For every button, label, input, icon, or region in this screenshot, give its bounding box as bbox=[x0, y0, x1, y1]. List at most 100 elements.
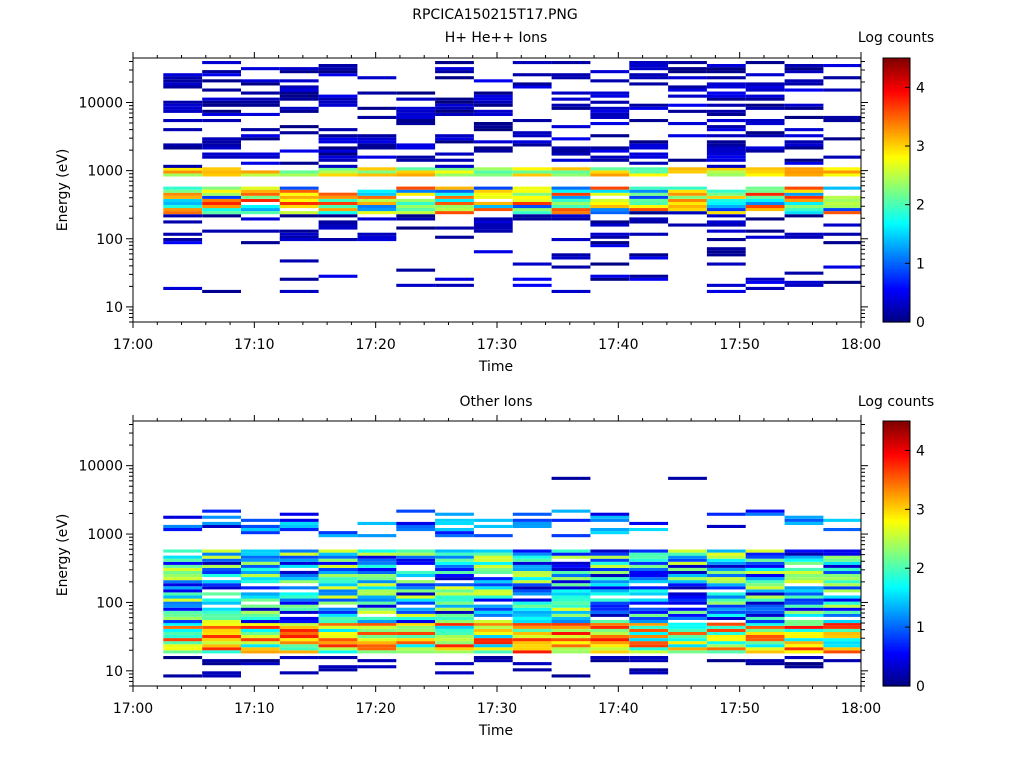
heatmap-cell bbox=[279, 201, 319, 205]
heatmap-cell bbox=[279, 650, 319, 654]
colorbar-segment bbox=[883, 165, 910, 169]
heatmap-cell bbox=[279, 229, 319, 233]
heatmap-cell bbox=[629, 570, 669, 574]
heatmap-cell bbox=[668, 552, 707, 556]
heatmap-cell bbox=[551, 592, 591, 596]
heatmap-cell bbox=[745, 574, 785, 578]
colorbar-segment bbox=[883, 564, 910, 568]
heatmap-cell bbox=[435, 647, 474, 651]
heatmap-cell bbox=[473, 622, 513, 626]
heatmap-cell bbox=[163, 628, 203, 632]
heatmap-cell bbox=[241, 205, 280, 209]
heatmap-cell bbox=[823, 88, 861, 92]
heatmap-cell bbox=[551, 561, 591, 565]
heatmap-cell bbox=[202, 564, 241, 568]
heatmap-cell bbox=[318, 564, 358, 568]
heatmap-cell bbox=[318, 208, 358, 212]
heatmap-cell bbox=[784, 518, 824, 522]
colorbar-segment bbox=[883, 181, 910, 184]
heatmap-cell bbox=[823, 586, 861, 590]
colorbar-segment bbox=[883, 542, 910, 546]
heatmap-cell bbox=[435, 198, 474, 202]
colorbar-segment bbox=[883, 599, 910, 603]
heatmap-cell bbox=[202, 103, 241, 107]
heatmap-cell bbox=[629, 549, 669, 553]
heatmap-cell bbox=[784, 115, 824, 119]
heatmap-cell bbox=[784, 552, 824, 556]
heatmap-cell bbox=[668, 549, 707, 553]
heatmap-cell bbox=[512, 574, 552, 578]
heatmap-cell bbox=[823, 598, 861, 602]
heatmap-cell bbox=[241, 134, 280, 138]
heatmap-cell bbox=[668, 583, 707, 587]
colorbar-segment bbox=[883, 214, 910, 217]
heatmap-cell bbox=[202, 198, 241, 202]
heatmap-cell bbox=[318, 616, 358, 620]
heatmap-cell bbox=[784, 128, 824, 132]
heatmap-cell bbox=[318, 205, 358, 209]
heatmap-cell bbox=[396, 641, 436, 645]
heatmap-cell bbox=[202, 155, 241, 159]
heatmap-cell bbox=[823, 223, 861, 227]
colorbar-segment bbox=[883, 595, 910, 599]
colorbar-segment bbox=[883, 102, 910, 105]
heatmap-cell bbox=[163, 119, 203, 123]
heatmap-cell bbox=[784, 631, 824, 635]
heatmap-cell bbox=[241, 628, 280, 632]
heatmap-cell bbox=[551, 97, 591, 101]
heatmap-cell bbox=[629, 195, 669, 199]
heatmap-cell bbox=[279, 232, 319, 236]
heatmap-cell bbox=[202, 631, 241, 635]
heatmap-cell bbox=[435, 662, 474, 666]
heatmap-cell bbox=[279, 635, 319, 639]
heatmap-cell bbox=[163, 613, 203, 617]
heatmap-cell bbox=[823, 167, 861, 171]
heatmap-cell bbox=[202, 73, 241, 77]
heatmap-cell bbox=[435, 570, 474, 574]
heatmap-cell bbox=[629, 610, 669, 614]
heatmap-cell bbox=[629, 616, 669, 620]
heatmap-cell bbox=[512, 561, 552, 565]
heatmap-cell bbox=[279, 131, 319, 135]
heatmap-cell bbox=[629, 598, 669, 602]
heatmap-cell bbox=[668, 103, 707, 107]
x-tick-label: 17:40 bbox=[598, 337, 638, 353]
heatmap-cell bbox=[784, 665, 824, 669]
heatmap-cell bbox=[396, 613, 436, 617]
heatmap-cell bbox=[241, 620, 280, 624]
heatmap-cell bbox=[551, 173, 591, 177]
heatmap-cell bbox=[241, 195, 280, 199]
heatmap-cell bbox=[629, 625, 669, 629]
heatmap-cell bbox=[279, 524, 319, 528]
heatmap-cell bbox=[473, 570, 513, 574]
heatmap-cell bbox=[241, 564, 280, 568]
heatmap-cell bbox=[745, 103, 785, 107]
colorbar-segment bbox=[883, 201, 910, 204]
heatmap-cell bbox=[745, 189, 785, 193]
heatmap-cell bbox=[706, 164, 746, 168]
heatmap-cell bbox=[435, 635, 474, 639]
heatmap-cell bbox=[590, 601, 630, 605]
colorbar-segment bbox=[883, 560, 910, 563]
heatmap-cell bbox=[745, 586, 785, 590]
heatmap-cell bbox=[745, 229, 785, 233]
heatmap-cell bbox=[512, 73, 552, 77]
heatmap-cell bbox=[435, 549, 474, 553]
heatmap-cell bbox=[279, 70, 319, 74]
colorbar-segment bbox=[883, 639, 910, 643]
colorbar-segment bbox=[883, 591, 910, 594]
heatmap-cell bbox=[590, 109, 630, 113]
heatmap-cell bbox=[784, 558, 824, 562]
heatmap-cell bbox=[745, 235, 785, 239]
heatmap-cell bbox=[241, 241, 280, 245]
heatmap-cell bbox=[435, 595, 474, 599]
colorbar-segment bbox=[883, 650, 910, 654]
heatmap-cell bbox=[473, 149, 513, 153]
heatmap-cell bbox=[163, 561, 203, 565]
heatmap-cell bbox=[590, 146, 630, 150]
heatmap-cell bbox=[318, 238, 358, 242]
heatmap-cell bbox=[279, 235, 319, 239]
colorbar-segment bbox=[883, 249, 910, 253]
colorbar-segment bbox=[883, 319, 910, 323]
